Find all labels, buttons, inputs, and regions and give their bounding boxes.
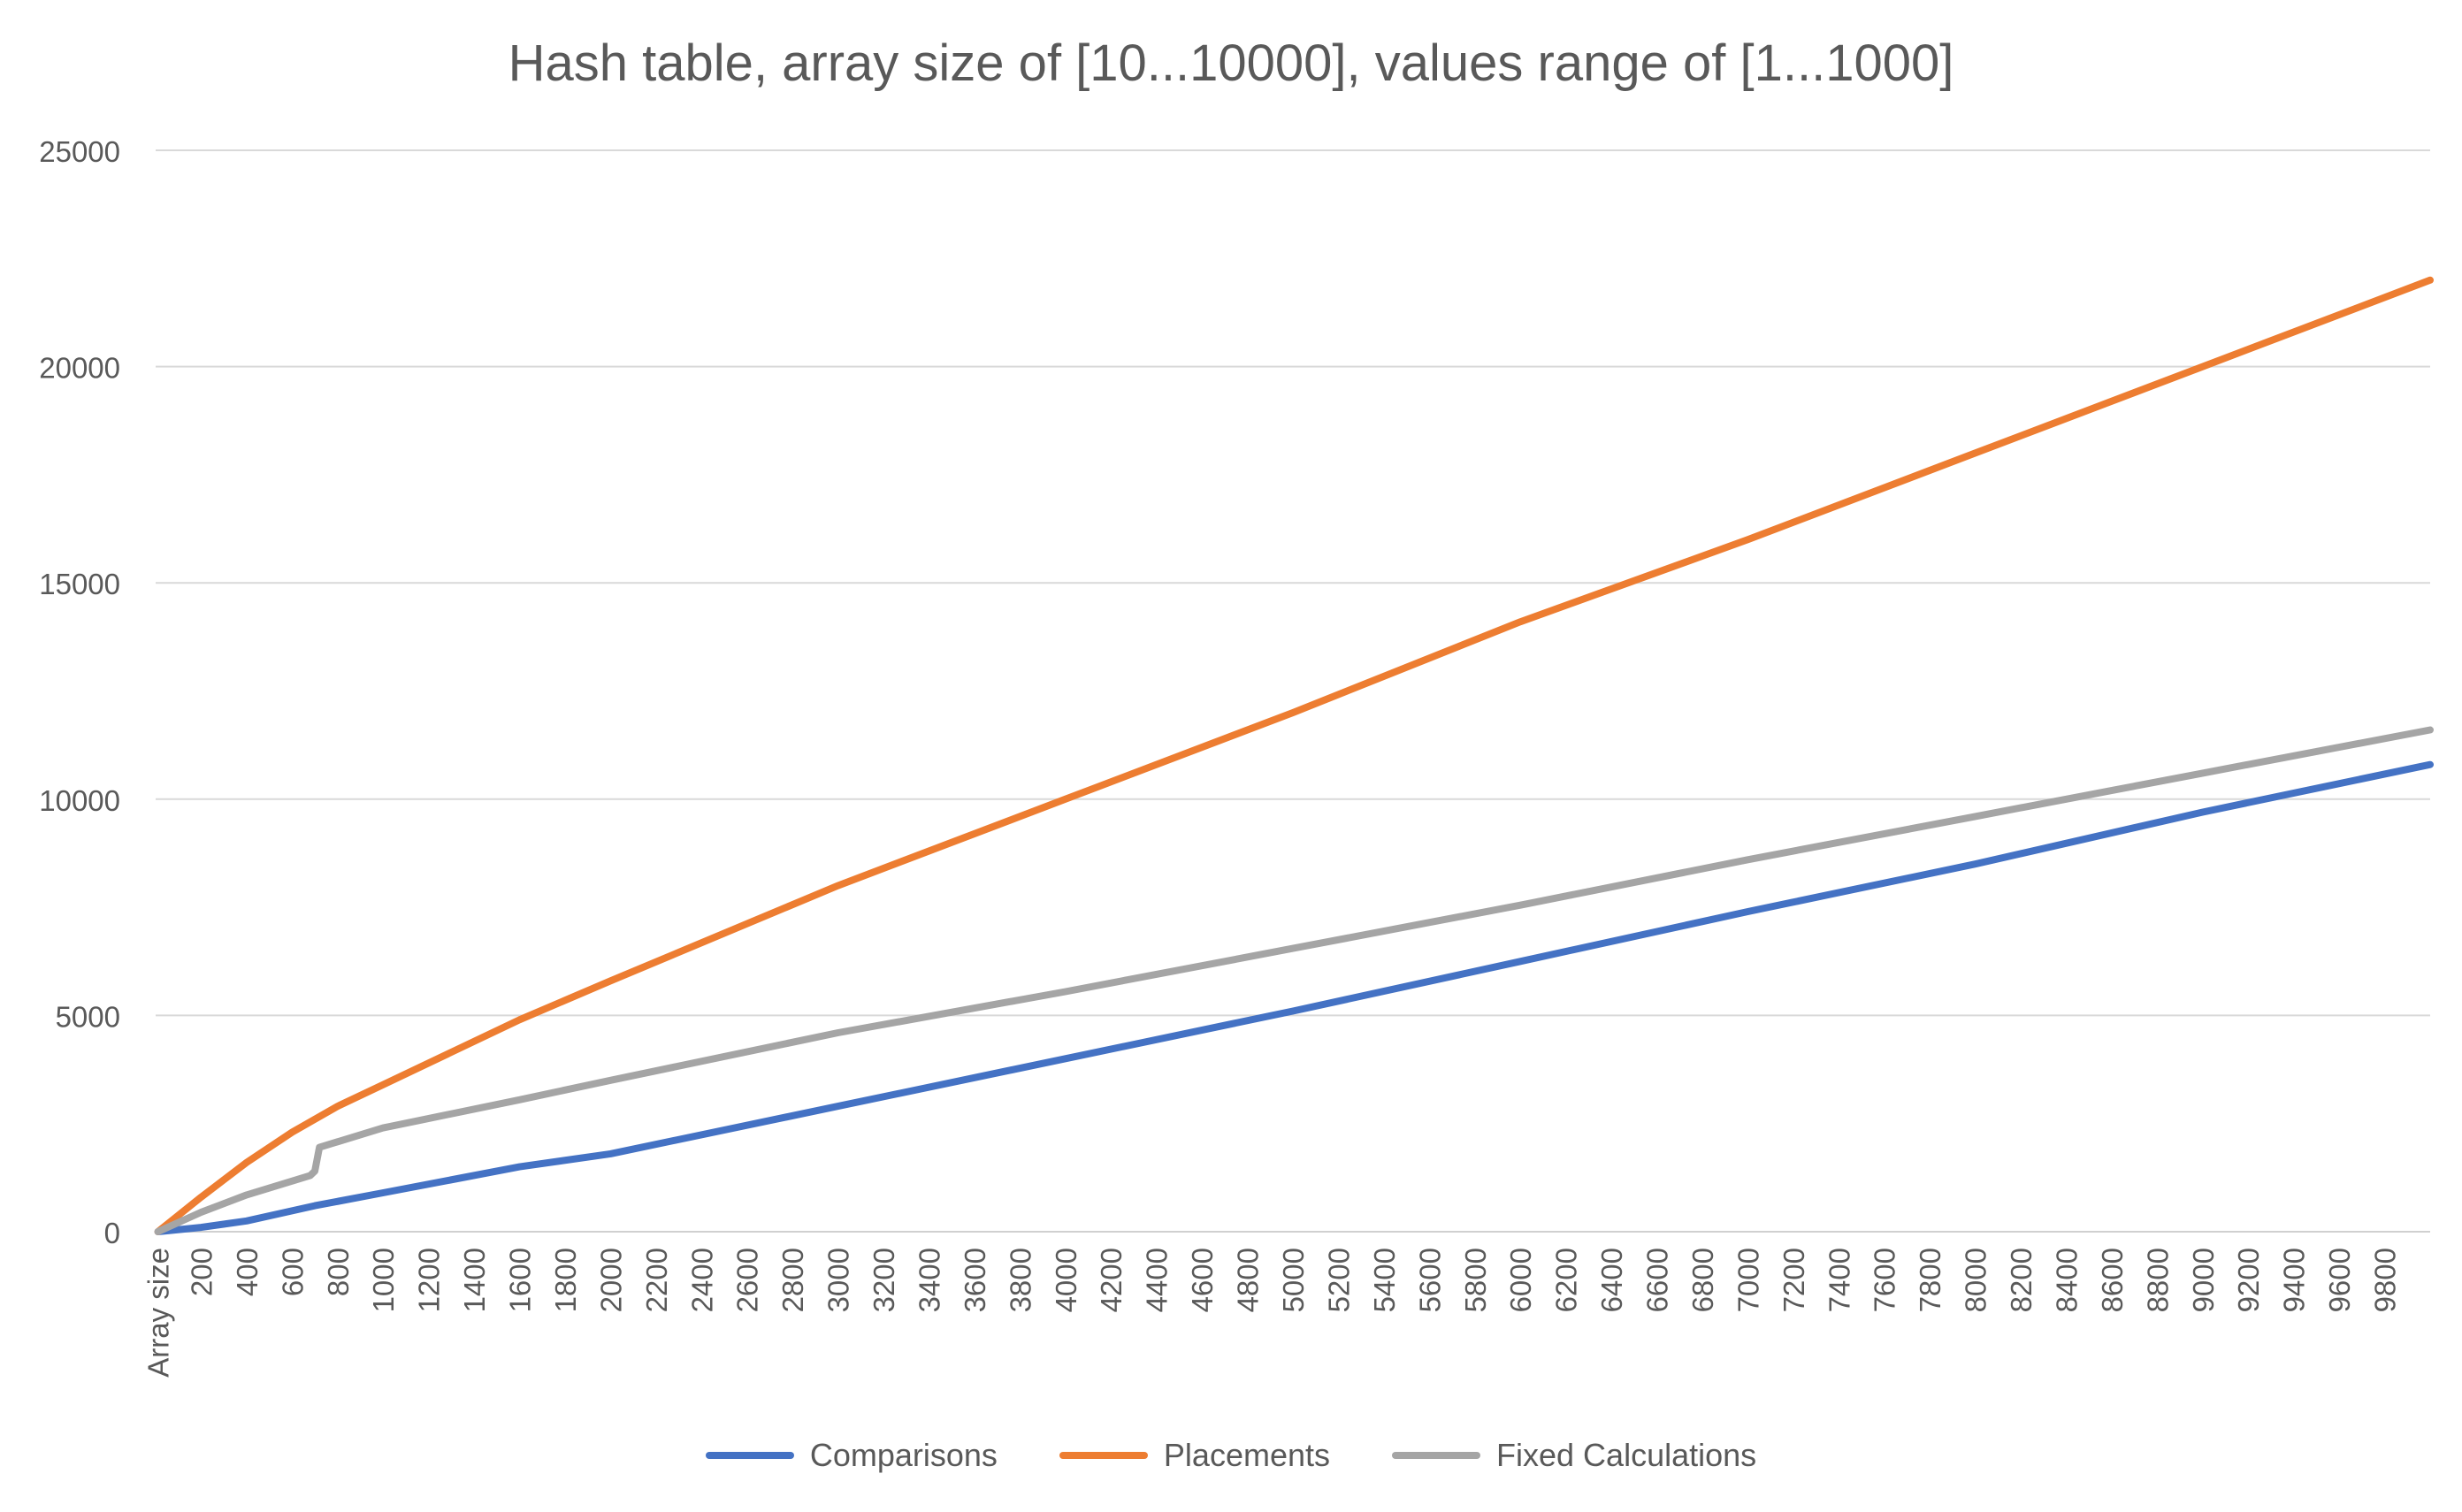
chart-title: Hash table, array size of [10...10000], … <box>508 34 1954 92</box>
x-tick-label: 600 <box>276 1248 309 1296</box>
x-tick-label: 3000 <box>822 1248 855 1312</box>
legend-label: Placements <box>1163 1437 1331 1473</box>
legend-swatch <box>1392 1452 1481 1459</box>
legend-item: Fixed Calculations <box>1392 1437 1756 1474</box>
x-tick-label: 4800 <box>1232 1248 1265 1312</box>
x-tick-label: 400 <box>231 1248 264 1296</box>
x-tick-label: 9600 <box>2323 1248 2356 1312</box>
x-tick-label: 2600 <box>731 1248 764 1312</box>
x-tick-label: 2800 <box>776 1248 809 1312</box>
y-tick-label: 5000 <box>56 1000 120 1033</box>
series-line-fixed-calculations <box>154 726 2434 1235</box>
x-tick-label: 5600 <box>1413 1248 1446 1312</box>
x-tick-label: 5000 <box>1277 1248 1310 1312</box>
legend-item: Placements <box>1059 1437 1330 1474</box>
x-tick-label: 7200 <box>1778 1248 1810 1312</box>
legend-item: Comparisons <box>705 1437 998 1474</box>
x-tick-label: 4200 <box>1095 1248 1128 1312</box>
y-tick-label: 10000 <box>39 784 120 817</box>
x-tick-label: 6400 <box>1595 1248 1628 1312</box>
legend-swatch <box>705 1452 794 1459</box>
legend-swatch <box>1059 1452 1148 1459</box>
x-tick-label: 8200 <box>2005 1248 2038 1312</box>
x-tick-label: 8600 <box>2096 1248 2129 1312</box>
x-tick-label: 9800 <box>2369 1248 2402 1312</box>
y-tick-label: 15000 <box>39 568 120 600</box>
x-tick-label: 2000 <box>594 1248 627 1312</box>
x-tick-label: 200 <box>185 1248 218 1296</box>
x-tick-label: 1000 <box>367 1248 400 1312</box>
x-tick-label: 7400 <box>1823 1248 1855 1312</box>
series-line-placements <box>154 276 2434 1235</box>
x-tick-label: 5200 <box>1322 1248 1355 1312</box>
x-tick-label: 7600 <box>1869 1248 1901 1312</box>
x-tick-label: 8000 <box>1960 1248 1992 1312</box>
legend-label: Comparisons <box>809 1437 998 1473</box>
x-tick-label: 5400 <box>1368 1248 1401 1312</box>
x-tick-label: 9400 <box>2278 1248 2311 1312</box>
y-tick-label: 0 <box>104 1217 120 1249</box>
x-tick-label: 9200 <box>2232 1248 2265 1312</box>
x-tick-label: 7800 <box>1914 1248 1946 1312</box>
x-tick-label: 2200 <box>640 1248 673 1312</box>
x-tick-label: 3400 <box>913 1248 945 1312</box>
x-tick-label: 7000 <box>1732 1248 1764 1312</box>
x-tick-label: Array size <box>142 1248 175 1378</box>
x-tick-label: 8400 <box>2050 1248 2083 1312</box>
x-tick-label: 1200 <box>413 1248 446 1312</box>
x-tick-label: 6800 <box>1686 1248 1719 1312</box>
x-tick-label: 4400 <box>1141 1248 1174 1312</box>
x-tick-label: 1800 <box>549 1248 582 1312</box>
x-tick-label: 4600 <box>1186 1248 1219 1312</box>
x-tick-label: 8800 <box>2141 1248 2174 1312</box>
x-tick-label: 6200 <box>1550 1248 1583 1312</box>
y-tick-label: 20000 <box>39 352 120 385</box>
legend: Comparisons Placements Fixed Calculations <box>0 1437 2462 1474</box>
x-tick-label: 6600 <box>1641 1248 1674 1312</box>
series-line-comparisons <box>154 760 2434 1235</box>
x-tick-label: 2400 <box>685 1248 718 1312</box>
x-tick-label: 5800 <box>1459 1248 1492 1312</box>
x-tick-label: 6000 <box>1504 1248 1537 1312</box>
x-tick-label: 3200 <box>868 1248 900 1312</box>
x-tick-label: 3600 <box>959 1248 991 1312</box>
x-tick-label: 1400 <box>458 1248 491 1312</box>
y-tick-label: 25000 <box>39 135 120 168</box>
x-tick-label: 4000 <box>1050 1248 1082 1312</box>
x-tick-label: 9000 <box>2187 1248 2220 1312</box>
x-tick-label: 3800 <box>1004 1248 1036 1312</box>
x-tick-label: 1600 <box>504 1248 537 1312</box>
x-tick-label: 800 <box>322 1248 355 1296</box>
legend-label: Fixed Calculations <box>1496 1437 1757 1473</box>
